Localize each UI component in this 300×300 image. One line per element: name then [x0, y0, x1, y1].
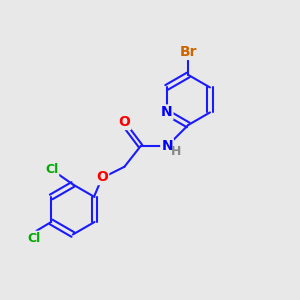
Text: N: N: [161, 106, 172, 119]
Text: Cl: Cl: [45, 163, 58, 176]
Text: Br: Br: [179, 45, 197, 59]
Text: H: H: [171, 145, 182, 158]
Text: N: N: [161, 139, 173, 153]
Text: O: O: [118, 115, 130, 129]
Text: Cl: Cl: [27, 232, 40, 245]
Text: O: O: [96, 170, 108, 184]
